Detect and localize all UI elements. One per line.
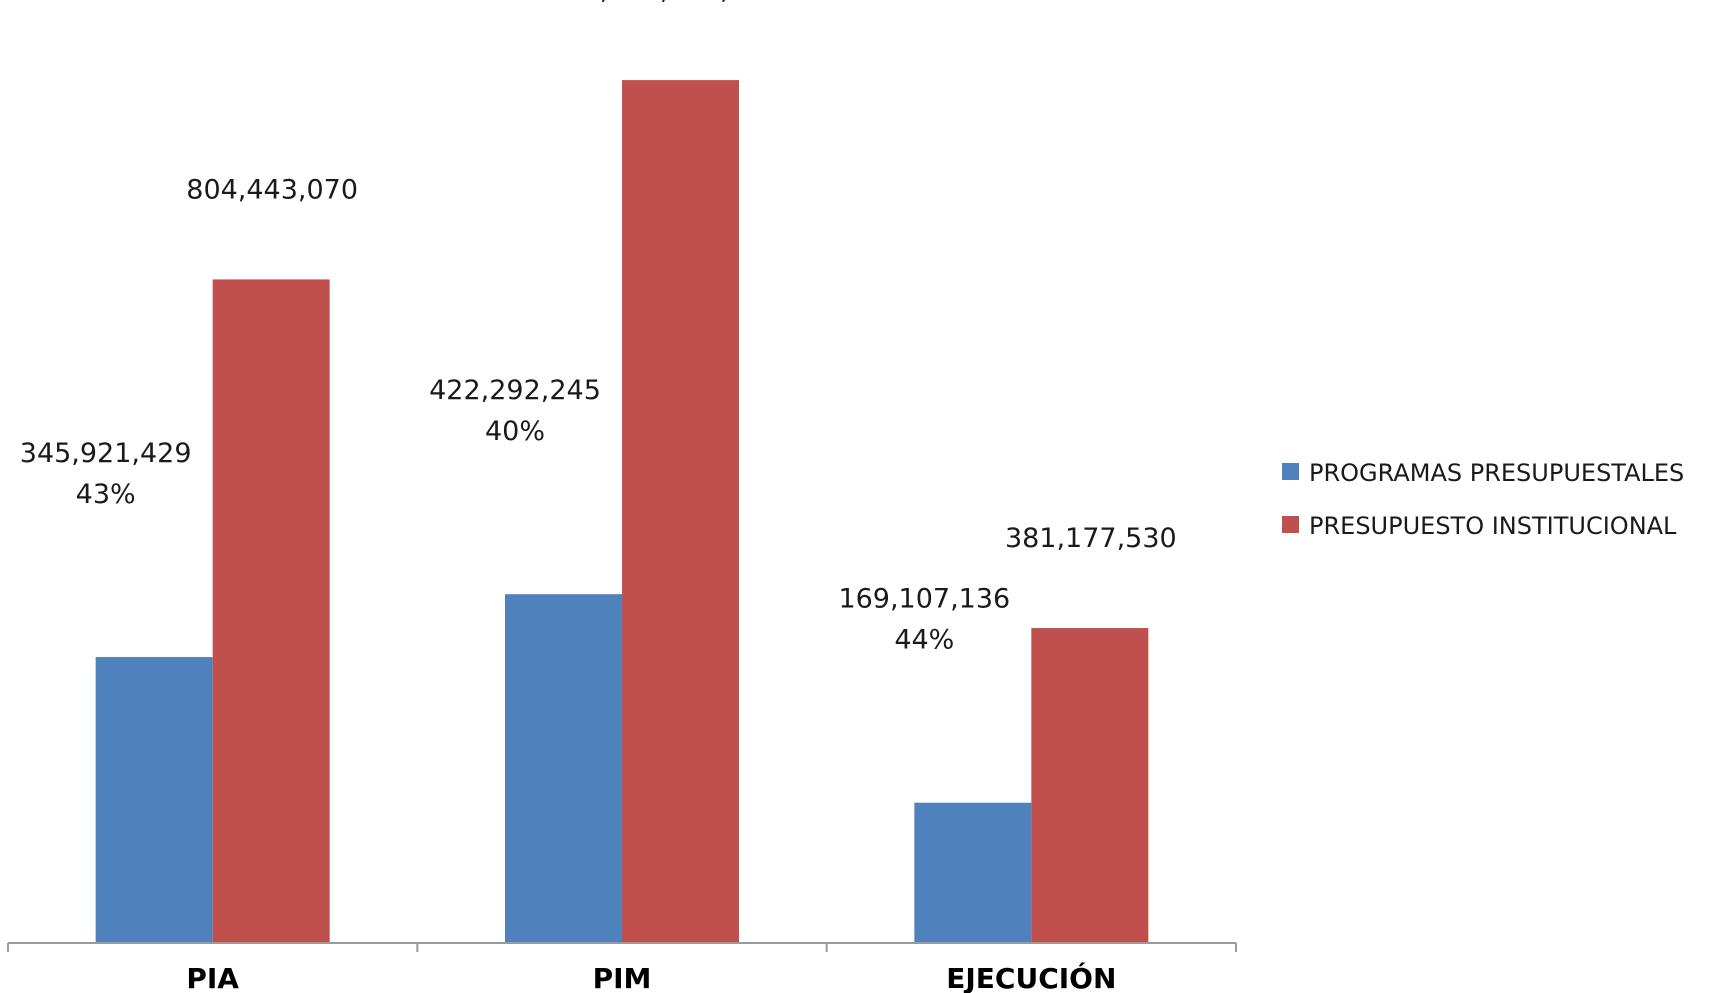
- bar-presupuesto-institucional-pim: [622, 80, 739, 943]
- x-tick-label-pia: PIA: [186, 962, 239, 993]
- percent-label-pim: 40%: [485, 416, 545, 447]
- legend-label-programas-presupuestales: PROGRAMAS PRESUPUESTALES: [1309, 459, 1684, 487]
- bar-programas-presupuestales-pim: [505, 594, 622, 942]
- data-label-programas-presupuestales-ejecuci-n: 169,107,136: [838, 584, 1010, 615]
- legend-swatch-presupuesto-institucional: [1282, 516, 1299, 533]
- data-label-programas-presupuestales-pia: 345,921,429: [20, 438, 192, 469]
- bar-programas-presupuestales-ejecuci-n: [914, 802, 1032, 942]
- bar-presupuesto-institucional-ejecuci-n: [1031, 628, 1149, 942]
- data-label-presupuesto-institucional-pia: 804,443,070: [186, 174, 358, 205]
- data-label-presupuesto-institucional-ejecuci-n: 381,177,530: [1005, 523, 1177, 554]
- x-axis: PIA PIM EJECUCIÓN: [7, 942, 1237, 993]
- legend-label-presupuesto-institucional: PRESUPUESTO INSTITUCIONAL: [1309, 512, 1677, 540]
- bar-programas-presupuestales-pia: [95, 657, 213, 942]
- data-label-programas-presupuestales-pim: 422,292,245: [429, 375, 601, 406]
- bar-presupuesto-institucional-pia: [212, 279, 330, 943]
- x-tick-label-pim: PIM: [593, 962, 652, 993]
- data-label-presupuesto-institucional-pim: 1,046,460,457: [583, 0, 781, 6]
- percent-label-pia: 43%: [76, 479, 136, 510]
- data-labels-layer: 345,921,429 43% 804,443,070 422,292,245 40% 1…: [20, 0, 1177, 656]
- legend: PROGRAMAS PRESUPUESTALES PRESUPUESTO INST…: [1282, 459, 1684, 540]
- bars-layer: [95, 80, 1149, 943]
- legend-swatch-programas-presupuestales: [1282, 463, 1299, 480]
- percent-label-ejecuci-n: 44%: [894, 625, 954, 656]
- x-tick-label-ejecuci-n: EJECUCIÓN: [946, 961, 1116, 993]
